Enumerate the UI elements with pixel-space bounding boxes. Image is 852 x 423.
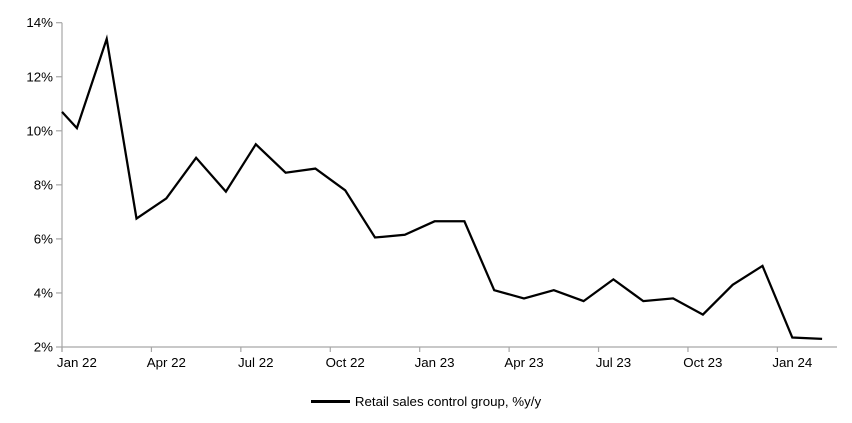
x-tick-label: Jan 23 <box>415 355 455 370</box>
legend-label: Retail sales control group, %y/y <box>354 394 542 409</box>
y-tick-label: 14% <box>26 15 53 30</box>
x-tick-label: Apr 23 <box>504 355 543 370</box>
x-tick-label: Apr 22 <box>147 355 186 370</box>
x-tick-label: Jan 24 <box>772 355 812 370</box>
x-tick-label: Jul 23 <box>596 355 631 370</box>
legend: Retail sales control group, %y/y <box>0 394 852 409</box>
data-line <box>61 34 823 341</box>
y-tick-label: 6% <box>34 231 53 246</box>
x-tick-label: Oct 22 <box>326 355 365 370</box>
y-tick-label: 8% <box>34 177 53 192</box>
y-tick-label: 4% <box>34 285 53 300</box>
y-tick-label: 10% <box>26 123 53 138</box>
line-plot-area: 2% 4% 6% 8% 10% 12% 14% Jan 22 Apr 22 Jul 22 Oct 2… <box>26 15 837 370</box>
legend-line-sample <box>310 400 350 403</box>
x-tick-label: Oct 23 <box>683 355 722 370</box>
y-tick-label: 12% <box>26 69 53 84</box>
x-tick-label: Jul 22 <box>238 355 273 370</box>
y-tick-label: 2% <box>34 340 53 355</box>
x-tick-label: Jan 22 <box>57 355 97 370</box>
